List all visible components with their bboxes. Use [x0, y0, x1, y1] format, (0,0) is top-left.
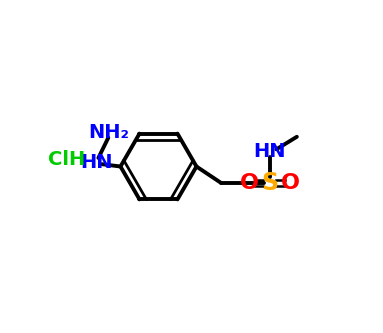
Text: O: O	[281, 173, 300, 193]
Text: NH₂: NH₂	[88, 123, 129, 142]
Text: HN: HN	[80, 153, 113, 172]
Text: HN: HN	[254, 142, 286, 161]
Text: ClH: ClH	[48, 151, 85, 169]
Text: O: O	[240, 173, 259, 193]
Text: S: S	[261, 171, 278, 195]
